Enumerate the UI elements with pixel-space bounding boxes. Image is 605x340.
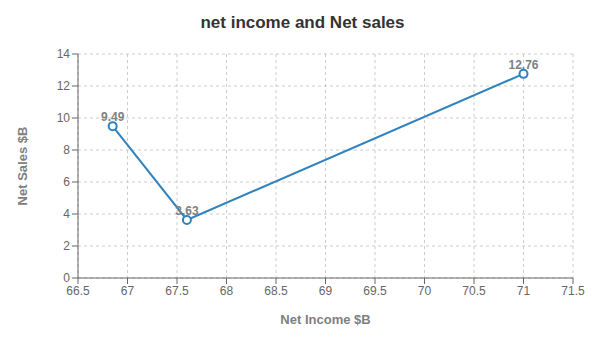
svg-text:71: 71 <box>517 284 531 298</box>
svg-text:Net Income $B: Net Income $B <box>280 312 370 327</box>
svg-text:12.76: 12.76 <box>508 58 538 72</box>
svg-text:9.49: 9.49 <box>101 110 125 124</box>
svg-text:Net Sales $B: Net Sales $B <box>15 127 30 206</box>
svg-text:67.5: 67.5 <box>165 284 189 298</box>
svg-text:4: 4 <box>63 207 70 221</box>
svg-text:10: 10 <box>57 111 71 125</box>
svg-text:6: 6 <box>63 175 70 189</box>
svg-text:12: 12 <box>57 79 71 93</box>
svg-text:69.5: 69.5 <box>363 284 387 298</box>
svg-text:69: 69 <box>319 284 333 298</box>
svg-text:66.5: 66.5 <box>66 284 90 298</box>
svg-text:68.5: 68.5 <box>264 284 288 298</box>
svg-text:70: 70 <box>418 284 432 298</box>
svg-text:2: 2 <box>63 239 70 253</box>
html-text:net income and Net sales: net income and Net sales <box>200 13 405 32</box>
svg-text:67: 67 <box>121 284 135 298</box>
svg-text:3.63: 3.63 <box>175 204 199 218</box>
svg-text:0: 0 <box>63 271 70 285</box>
svg-text:70.5: 70.5 <box>462 284 486 298</box>
svg-text:8: 8 <box>63 143 70 157</box>
svg-text:14: 14 <box>57 47 71 61</box>
svg-text:71.5: 71.5 <box>561 284 585 298</box>
svg-text:68: 68 <box>220 284 234 298</box>
